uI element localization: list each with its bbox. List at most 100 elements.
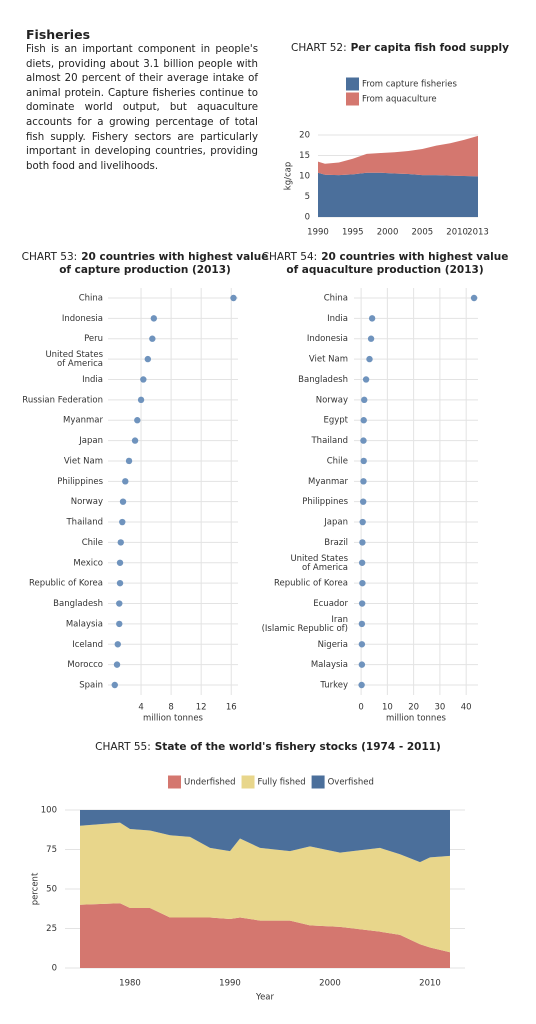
category-label: Bangladesh — [298, 375, 348, 385]
category-label: Spain — [79, 681, 103, 691]
y-tick-label: 5 — [305, 192, 310, 202]
category-label: Malaysia — [311, 660, 348, 670]
category-label: United States of America — [45, 350, 103, 369]
dot — [360, 417, 367, 424]
dot — [362, 376, 370, 383]
x-tick-label: 30 — [434, 703, 445, 713]
category-label: China — [324, 294, 348, 304]
category-label: Brazil — [324, 538, 348, 548]
category-label: Indonesia — [307, 334, 348, 344]
category-label-line: (Islamic Republic of) — [262, 623, 348, 633]
x-tick-label: 12 — [196, 703, 207, 713]
y-tick-label: 15 — [299, 151, 310, 161]
dot — [150, 315, 158, 322]
x-axis-label: million tonnes — [143, 714, 204, 724]
category-label: Republic of Korea — [29, 579, 103, 589]
dot — [116, 559, 124, 566]
dot — [358, 559, 366, 566]
area — [318, 172, 478, 217]
x-axis-label: Year — [255, 993, 275, 1003]
dot — [360, 437, 367, 444]
area — [80, 822, 450, 953]
category-label: Norway — [316, 395, 348, 405]
x-tick-label: 2000 — [319, 979, 341, 989]
category-label: Morocco — [67, 660, 103, 670]
legend-swatch — [311, 775, 325, 789]
y-tick-label: 20 — [299, 131, 310, 141]
y-tick-label: 0 — [52, 964, 57, 974]
category-label: Egypt — [323, 416, 348, 426]
y-tick-label: 25 — [46, 924, 57, 934]
x-tick-label: 1980 — [119, 979, 141, 989]
legend-label: From capture fisheries — [362, 80, 457, 90]
dot — [367, 335, 375, 342]
legend-label: Overfished — [328, 778, 374, 788]
category-label: Viet Nam — [64, 456, 103, 466]
category-label: Indonesia — [62, 314, 103, 324]
chart-title-line: 20 countries with highest value — [321, 251, 508, 263]
chart-title-line: 20 countries with highest value — [81, 251, 268, 263]
dot — [114, 641, 121, 648]
dot — [119, 518, 126, 526]
category-label-line: United States — [290, 553, 348, 563]
category-label: Russian Federation — [22, 395, 103, 405]
intro-title: Fisheries — [26, 27, 91, 42]
x-tick-label: 2013 — [467, 228, 489, 238]
legend-label: From aquaculture — [362, 95, 437, 105]
x-tick-label: 10 — [382, 703, 393, 713]
x-tick-label: 0 — [358, 703, 363, 713]
y-tick-label: 50 — [46, 885, 57, 895]
area — [318, 135, 478, 177]
y-tick-label: 100 — [41, 806, 57, 816]
x-tick-label: 16 — [226, 703, 237, 713]
dot — [131, 437, 139, 444]
dot — [360, 457, 367, 465]
legend-label: Fully fished — [258, 778, 306, 788]
dot — [117, 539, 124, 546]
dot — [361, 396, 368, 404]
category-label: Norway — [71, 497, 103, 507]
y-tick-label: 10 — [299, 172, 310, 182]
x-tick-label: 2010 — [446, 228, 468, 238]
category-label: India — [327, 314, 348, 324]
x-tick-label: 1990 — [307, 228, 329, 238]
dot — [359, 539, 366, 546]
category-label: Ecuador — [313, 599, 348, 609]
area — [80, 903, 450, 968]
dot — [116, 600, 123, 607]
dot — [470, 294, 478, 302]
chart-label: CHART 55: — [95, 741, 151, 753]
x-tick-label: 8 — [168, 703, 173, 713]
x-tick-label: 2005 — [412, 228, 434, 238]
dot — [113, 661, 121, 668]
y-tick-label: 0 — [305, 213, 310, 223]
category-label: Malaysia — [66, 619, 103, 629]
category-label: Iran (Islamic Republic of) — [262, 614, 348, 633]
category-label: Thailand — [65, 518, 103, 528]
legend-swatch — [346, 92, 359, 106]
chart-label: CHART 52: — [291, 42, 347, 54]
dot — [119, 498, 127, 505]
category-label: Thailand — [310, 436, 348, 446]
category-label-line: of America — [57, 359, 103, 369]
dot — [359, 518, 366, 526]
y-axis-label: percent — [31, 872, 41, 905]
chart-title-line: of aquaculture production (2013) — [286, 264, 483, 276]
y-axis-label: kg/cap — [284, 162, 294, 190]
dot — [122, 478, 129, 485]
legend-swatch — [346, 77, 359, 91]
x-tick-label: 2000 — [377, 228, 399, 238]
chart-title-line: Per capita fish food supply — [351, 42, 510, 54]
category-label: China — [79, 294, 103, 304]
x-tick-label: 4 — [138, 703, 143, 713]
category-label: Myanmar — [63, 416, 103, 426]
dot — [366, 355, 373, 363]
category-label: India — [82, 375, 103, 385]
category-label-line: of America — [302, 562, 348, 572]
x-axis-label: million tonnes — [386, 714, 447, 724]
category-label: Japan — [323, 518, 348, 528]
chart-title: CHART 55: State of the world's fishery st… — [95, 741, 441, 753]
chart-title: CHART 52: Per capita fish food supply — [291, 42, 509, 54]
dot — [149, 335, 156, 342]
